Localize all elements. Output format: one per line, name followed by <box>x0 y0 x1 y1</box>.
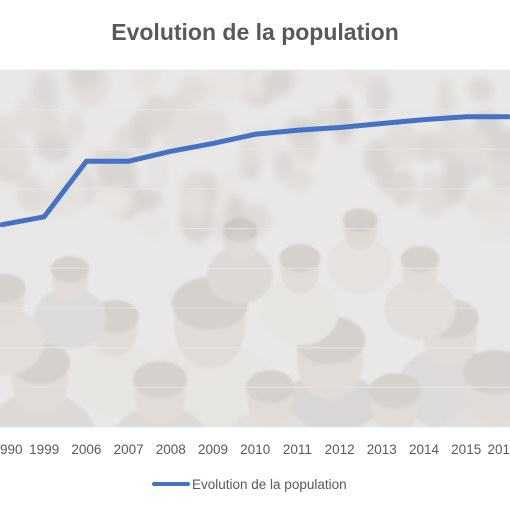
data-point-2015 <box>464 114 469 120</box>
x-tick-label-2007: 2007 <box>114 442 144 457</box>
x-tick-label-2015: 2015 <box>451 442 481 457</box>
x-tick-label-1990: 990 <box>0 442 23 457</box>
data-point-2011 <box>295 128 300 133</box>
data-point-2013 <box>379 121 384 126</box>
data-point-2007 <box>126 159 131 164</box>
data-point-1990 <box>0 222 5 227</box>
x-tick-label-2014: 2014 <box>409 442 440 457</box>
x-tick-label-2012: 2012 <box>325 442 355 457</box>
crowd-background-photo <box>0 70 510 427</box>
x-tick-label-2006: 2006 <box>71 442 101 457</box>
x-tick-label-2010: 2010 <box>240 442 270 457</box>
data-point-1999 <box>42 214 47 219</box>
legend-label: Evolution de la population <box>192 477 347 492</box>
x-tick-label-2008: 2008 <box>156 442 186 457</box>
chart-title: Evolution de la population <box>111 19 399 45</box>
x-tick-label-2009: 2009 <box>198 442 228 457</box>
x-tick-label-2016: 201 <box>487 442 510 457</box>
data-point-2014 <box>421 117 427 122</box>
legend: Evolution de la population <box>152 477 347 492</box>
data-point-2010 <box>253 132 258 137</box>
gridlines <box>0 69 510 428</box>
data-point-2012 <box>337 125 342 130</box>
data-point-2016 <box>506 114 510 119</box>
data-point-2006 <box>84 159 89 164</box>
x-axis-tick-labels: 990 1999 2006 2007 2008 2009 2010 2011 2012 2013 2… <box>0 442 510 457</box>
x-tick-label-1999: 1999 <box>29 442 59 457</box>
x-tick-label-2013: 2013 <box>367 442 397 457</box>
data-point-2008 <box>168 149 173 154</box>
data-point-2009 <box>210 141 216 146</box>
x-tick-label-2011: 2011 <box>283 442 312 457</box>
series-points <box>0 114 510 227</box>
